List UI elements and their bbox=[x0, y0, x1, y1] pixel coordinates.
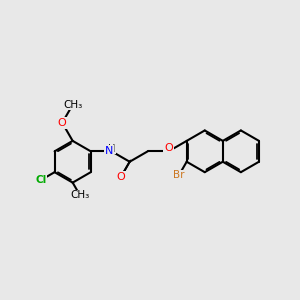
Text: N: N bbox=[105, 146, 113, 156]
Text: O: O bbox=[116, 172, 125, 182]
Text: H: H bbox=[108, 144, 115, 154]
Text: methoxy: methoxy bbox=[70, 101, 76, 103]
Text: CH₃: CH₃ bbox=[63, 100, 82, 110]
Text: Br: Br bbox=[173, 170, 184, 180]
Text: O: O bbox=[58, 118, 67, 128]
Text: CH₃: CH₃ bbox=[70, 190, 90, 200]
Text: Cl: Cl bbox=[35, 175, 47, 185]
Text: O: O bbox=[164, 143, 173, 154]
